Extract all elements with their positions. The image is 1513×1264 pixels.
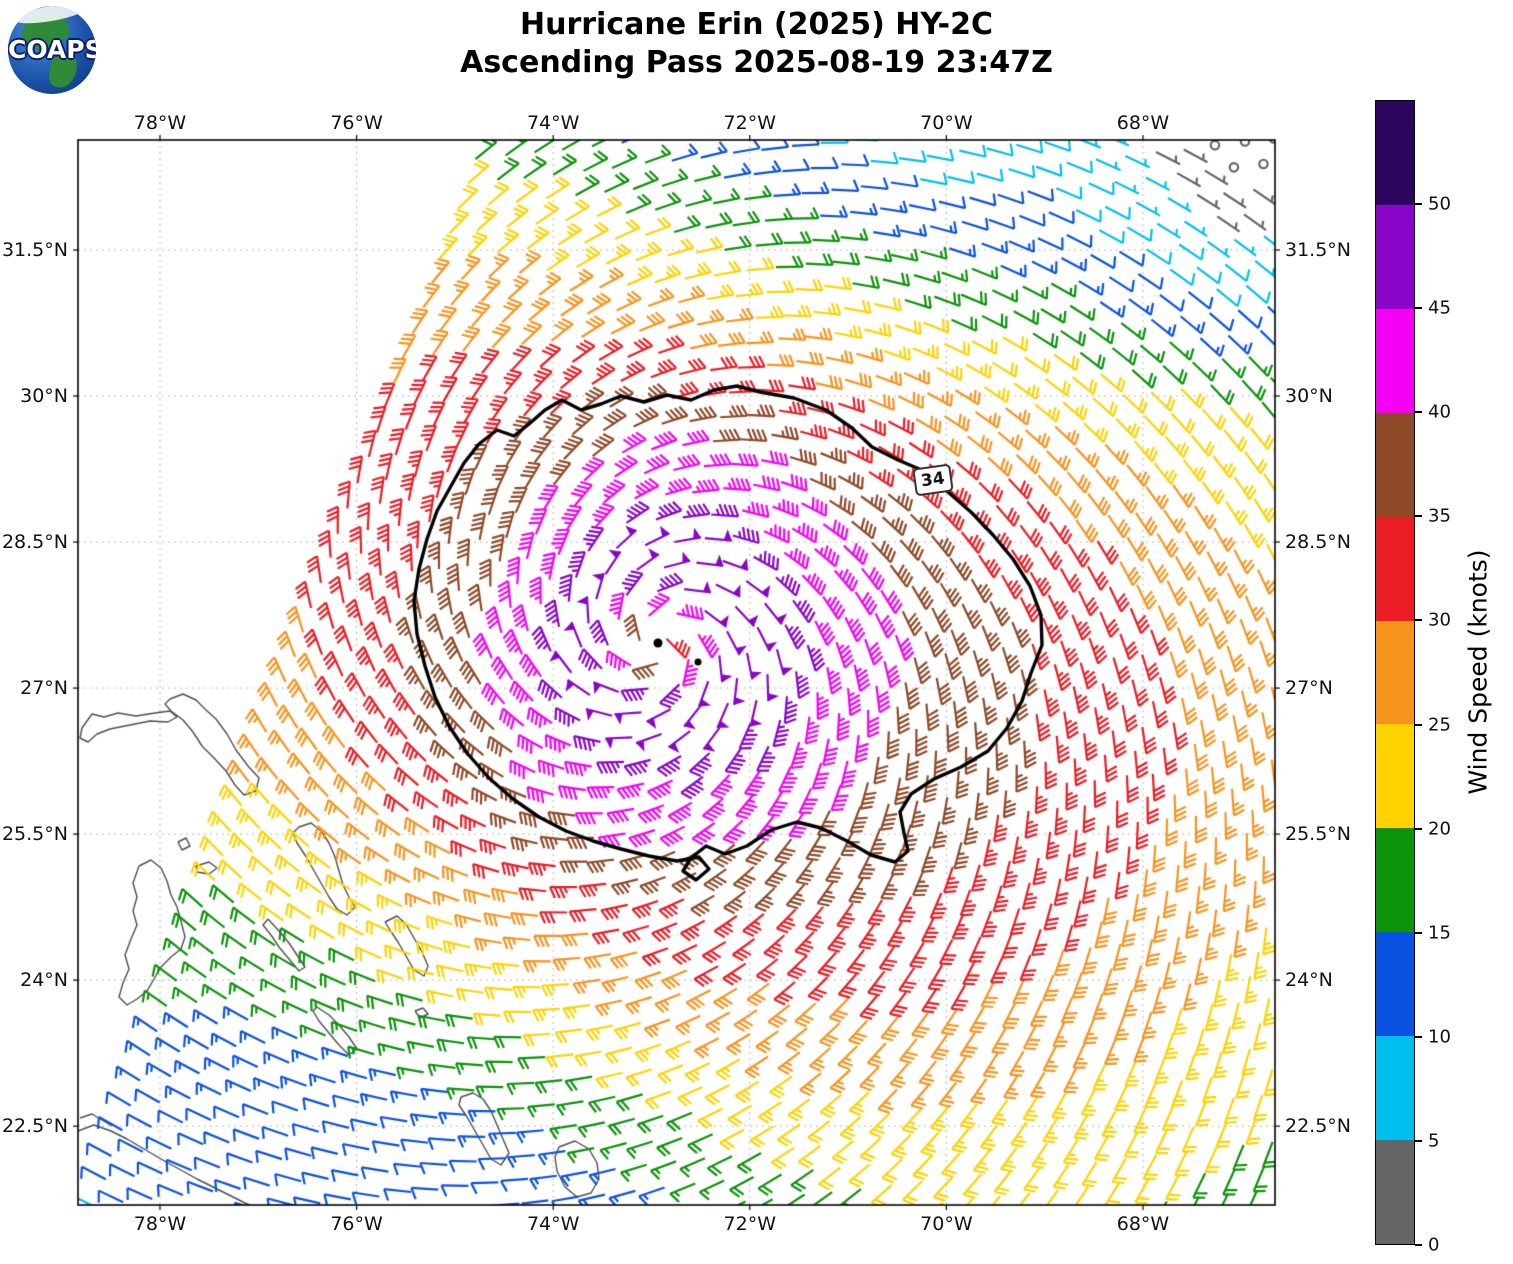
lon-tick-label: 70°W [920,112,973,134]
lat-tick-label: 22.5°N [1,1115,68,1138]
colorbar-tick-label: 40 [1428,401,1451,423]
lon-tick-label: 68°W [1116,1213,1170,1235]
colorbar-band-45-50 [1376,204,1414,309]
colorbar-tick-label: 15 [1428,922,1451,944]
colorbar-band-25-30 [1376,620,1414,725]
lon-tick-label: 72°W [723,112,777,134]
lon-tick-label: 76°W [330,112,383,134]
colorbar-tick-mark [1415,619,1422,622]
lat-tick-label: 30°N [1285,385,1333,408]
colorbar-tick-label: 25 [1428,714,1451,736]
colorbar-tick-label: 45 [1428,297,1451,319]
lon-tick-label: 70°W [920,1213,973,1235]
lat-tick-label: 24°N [20,969,68,992]
colorbar-tick-mark [1415,827,1422,830]
colorbar-tick-mark [1415,1244,1422,1246]
colorbar-tick-label: 20 [1428,818,1451,840]
colorbar-tick-label: 30 [1428,609,1451,631]
lon-tick-label: 78°W [133,112,187,134]
colorbar-band-10-15 [1376,932,1414,1037]
colorbar-band-0-5 [1376,1140,1414,1244]
lat-tick-label: 25.5°N [1,823,68,846]
colorbar-tick-label: 5 [1428,1130,1440,1152]
lat-tick-label: 25.5°N [1285,823,1352,846]
contour-34-label: 34 [912,463,954,497]
colorbar-band-40-45 [1376,308,1414,413]
lat-tick-label: 22.5°N [1285,1115,1352,1138]
colorbar-band-30-35 [1376,516,1414,621]
colorbar-tick-mark [1415,411,1422,414]
colorbar-tick-mark [1415,931,1422,934]
colorbar [1375,100,1415,1245]
lat-tick-label: 24°N [1285,969,1333,992]
colorbar-tick-mark [1415,203,1422,206]
colorbar-tick-mark [1415,515,1422,518]
colorbar-band-5-10 [1376,1036,1414,1141]
colorbar-tick-mark [1415,307,1422,310]
lat-tick-label: 27°N [1285,677,1333,700]
colorbar-tick-mark [1415,1035,1422,1038]
colorbar-tick-mark [1415,723,1422,726]
lon-tick-label: 72°W [723,1213,777,1235]
lat-tick-label: 31.5°N [1,239,68,261]
lon-tick-label: 74°W [526,112,580,134]
colorbar-tick-label: 50 [1428,193,1451,215]
lat-tick-label: 28.5°N [1,531,68,554]
lon-tick-label: 68°W [1116,112,1170,134]
colorbar-band-20-25 [1376,724,1414,829]
colorbar-tick-label: 35 [1428,505,1451,527]
colorbar-band-50-55 [1376,101,1414,205]
lon-tick-label: 74°W [526,1213,580,1235]
colorbar-tick-label: 0 [1428,1234,1440,1256]
colorbar-tick-label: 10 [1428,1026,1451,1048]
lat-tick-label: 31.5°N [1285,239,1352,261]
lon-tick-label: 78°W [133,1213,187,1235]
lat-tick-label: 30°N [20,385,68,408]
colorbar-tick-mark [1415,1139,1422,1142]
lat-tick-label: 27°N [20,677,68,700]
lat-tick-label: 28.5°N [1285,531,1352,554]
lon-tick-label: 76°W [330,1213,383,1235]
colorbar-band-35-40 [1376,412,1414,517]
colorbar-band-15-20 [1376,828,1414,933]
colorbar-axis-label: Wind Speed (knots) [1463,549,1493,795]
